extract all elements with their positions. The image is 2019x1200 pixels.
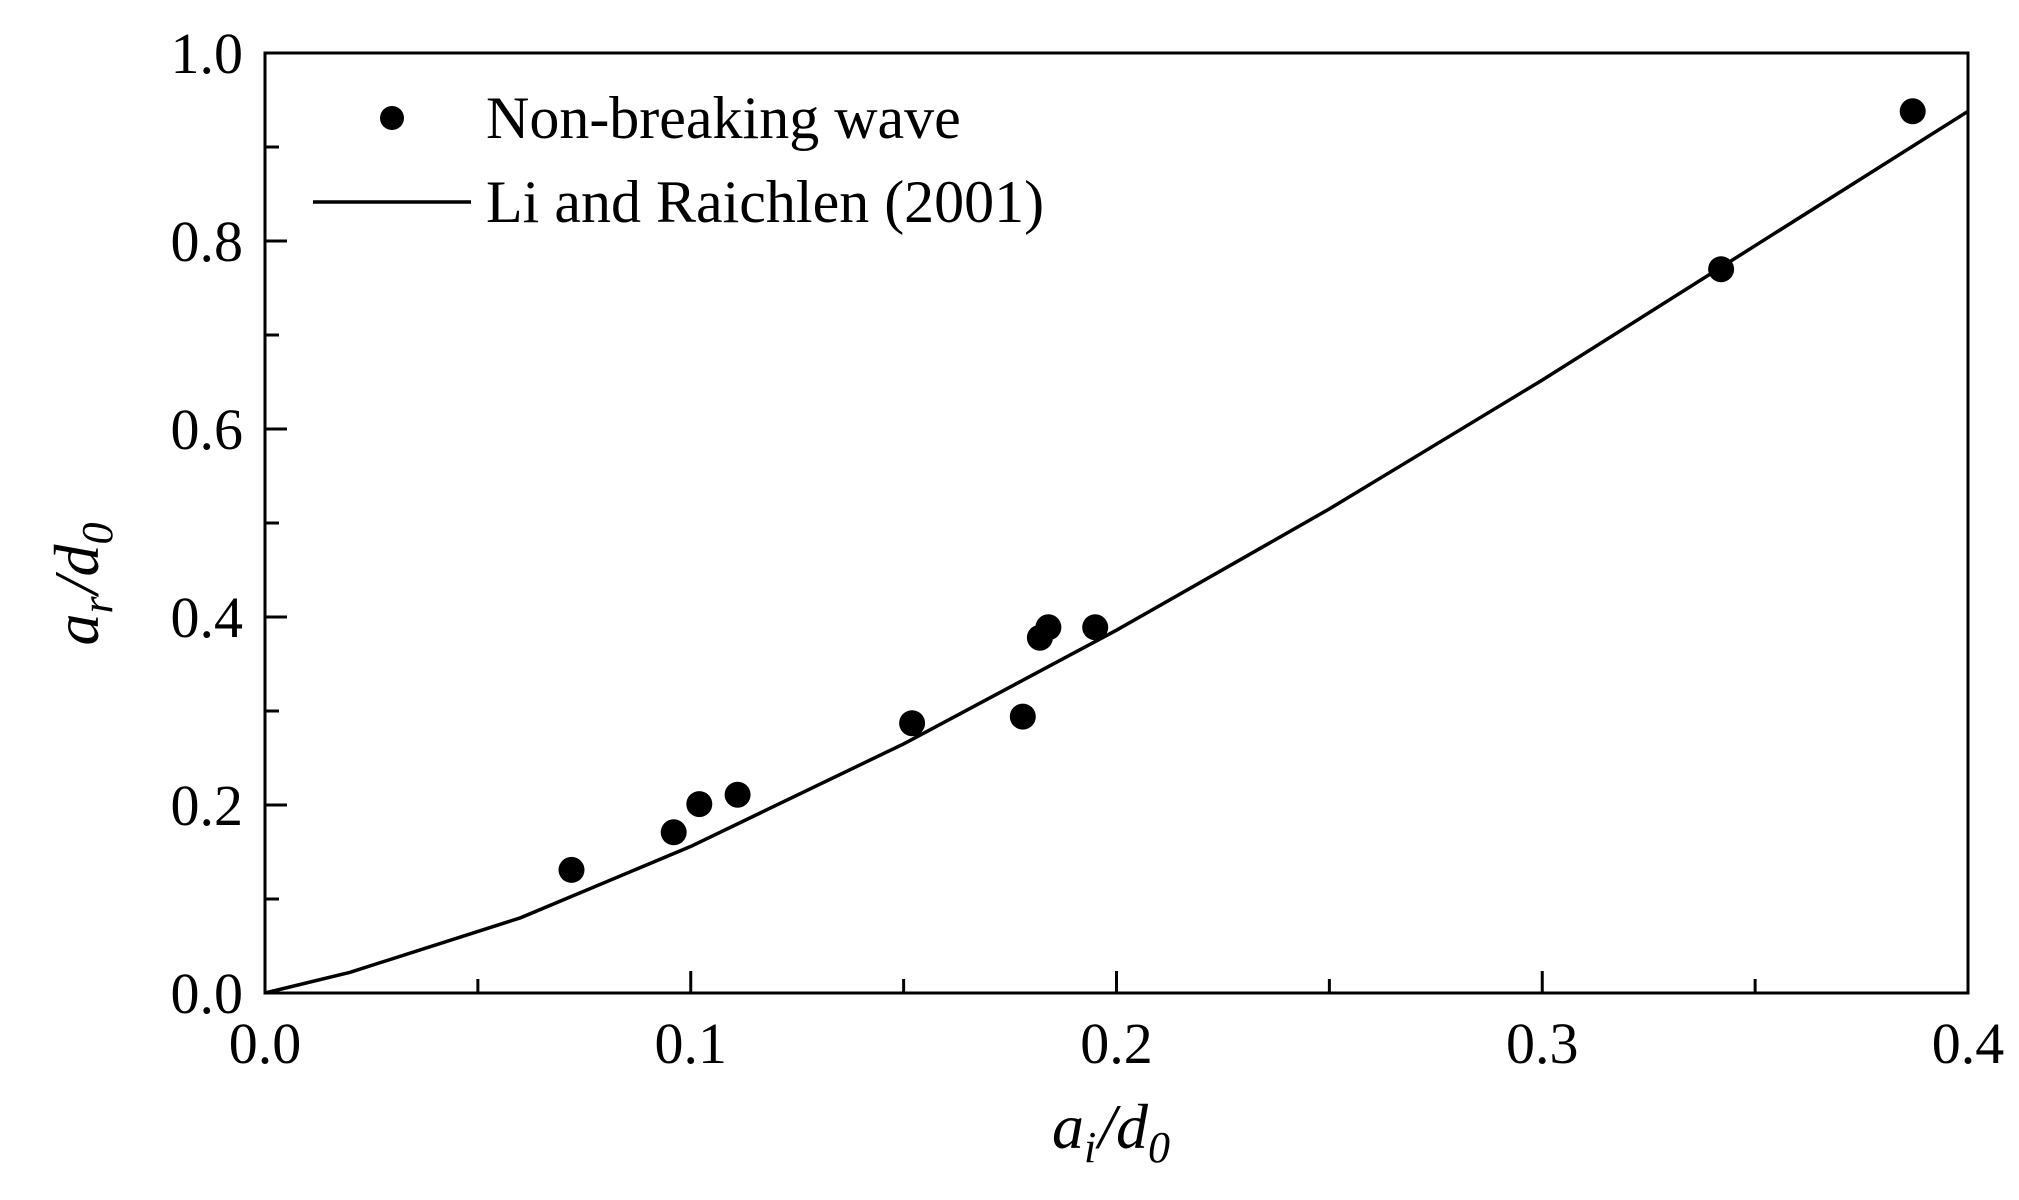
legend-marker-non-breaking: [380, 106, 404, 130]
data-point: [724, 781, 751, 808]
legend-label-li-raichlen: Li and Raichlen (2001): [486, 169, 1044, 235]
x-tick-label: 0.1: [655, 1011, 728, 1076]
y-tick-label: 1.0: [171, 21, 244, 86]
data-point: [899, 710, 926, 737]
y-axis-label: ar/d0: [41, 523, 122, 646]
data-point: [1708, 256, 1735, 283]
x-tick-label: 0.2: [1080, 1011, 1153, 1076]
y-tick-label: 0.6: [171, 397, 244, 462]
axis-ticks: [263, 51, 1970, 995]
y-tick-label: 0.8: [171, 209, 244, 274]
data-point: [1082, 614, 1109, 641]
axis-tick-labels: 0.0 0.1 0.2 0.3 0.4 0.0 0.2 0.4 0.6 0.8 1.0: [171, 21, 2005, 1076]
data-point: [660, 819, 687, 846]
data-point: [1899, 98, 1926, 125]
legend-label-non-breaking: Non-breaking wave: [486, 85, 961, 151]
x-tick-label: 0.4: [1932, 1011, 2005, 1076]
x-axis-label: ai/d0: [1052, 1091, 1170, 1172]
y-tick-label: 0.4: [171, 585, 244, 650]
x-tick-label: 0.3: [1506, 1011, 1579, 1076]
legend: Non-breaking wave Li and Raichlen (2001): [313, 85, 1044, 235]
data-point: [686, 791, 713, 818]
x-tick-label: 0.0: [229, 1011, 302, 1076]
data-point: [1009, 703, 1036, 730]
series-line-li-raichlen: [264, 109, 1969, 995]
data-point: [558, 856, 585, 883]
y-tick-label: 0.2: [171, 773, 244, 838]
data-point: [1035, 614, 1062, 641]
y-tick-label: 0.0: [171, 961, 244, 1026]
series-points-non-breaking: [558, 98, 1926, 883]
